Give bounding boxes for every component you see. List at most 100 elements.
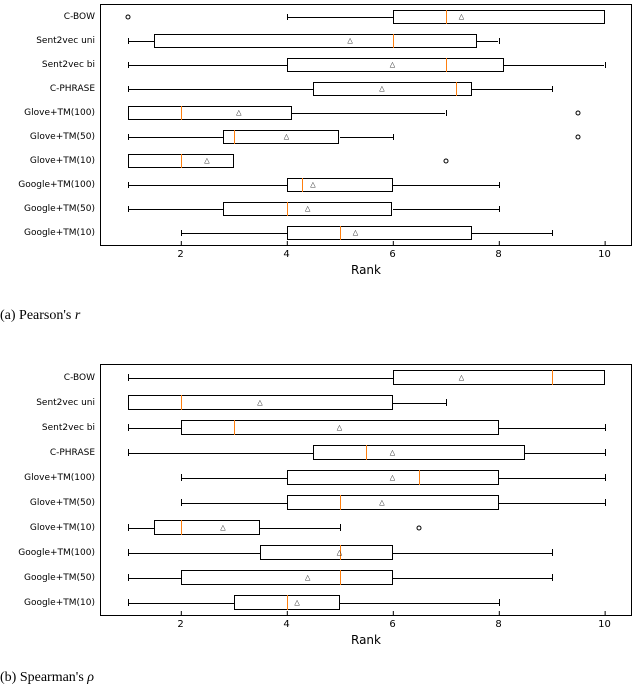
cap-high [393,134,394,141]
cap-high [552,230,553,237]
box [154,34,477,49]
median-line [340,570,341,586]
xtick: 10 [598,615,611,630]
cap-low [128,424,129,431]
whisker-high [393,578,552,579]
whisker-high [499,503,605,504]
box [393,10,605,25]
ylabel: Glove+TM(10) [30,156,101,166]
mean-marker: △ [459,374,464,381]
whisker-low [128,209,223,210]
whisker-low [128,553,261,554]
median-line [287,202,288,217]
xtick: 6 [389,615,395,630]
mean-marker: △ [390,474,395,481]
caption-symbol: ρ [87,670,94,685]
whisker-high [260,528,340,529]
cap-low [128,574,129,581]
mean-marker: △ [305,574,310,581]
ylabel: Sent2vec uni [36,36,101,46]
xtick: 4 [283,245,289,260]
cap-high [499,599,500,606]
whisker-low [128,185,287,186]
xlabel: Rank [351,245,381,277]
mean-marker: △ [220,524,225,531]
whisker-low [128,65,287,66]
whisker-high [472,89,552,90]
ylabel: Google+TM(50) [24,573,101,583]
cap-high [446,110,447,117]
median-line [419,470,420,486]
cap-high [605,424,606,431]
median-line [234,130,235,145]
box [393,370,605,386]
cap-high [499,206,500,213]
ylabel: C-PHRASE [50,448,101,458]
xtick: 8 [495,615,501,630]
mean-marker: △ [347,38,352,45]
plot-area-spearman: C-BOW△Sent2vec uni△Sent2vec bi△C-PHRASE△… [100,364,632,616]
median-line [552,370,553,386]
cap-low [128,374,129,381]
outlier-marker [443,159,448,164]
outlier-marker [417,525,422,530]
ylabel: C-PHRASE [50,84,101,94]
xtick: 4 [283,615,289,630]
whisker-low [128,578,181,579]
cap-high [340,524,341,531]
cap-high [605,499,606,506]
figure-root: C-BOW △ Sent2vec uni △ Sent2vec bi △ C-PHRASE △… [0,0,640,690]
caption-spearman: (b) Spearman's ρ [0,670,640,686]
cap-low [128,449,129,456]
cap-low [181,499,182,506]
box [313,82,472,97]
whisker-high [393,209,499,210]
whisker-high [499,428,605,429]
whisker-high [292,113,446,114]
ylabel: Glove+TM(10) [30,523,101,533]
cap-high [499,38,500,45]
caption-prefix: (a) Pearson's [0,308,75,323]
median-line [446,58,447,73]
mean-marker: △ [353,230,358,237]
mean-marker: △ [310,182,315,189]
mean-marker: △ [305,206,310,213]
box [287,226,473,241]
cap-high [552,549,553,556]
mean-marker: △ [257,399,262,406]
ylabel: Google+TM(10) [24,228,101,238]
ylabel: C-BOW [64,373,101,383]
whisker-low [181,503,287,504]
whisker-high [499,478,605,479]
whisker-low [128,378,393,379]
median-line [181,106,182,121]
box [287,495,499,511]
mean-marker: △ [379,86,384,93]
ylabel: Sent2vec uni [36,398,101,408]
cap-high [552,86,553,93]
ylabel: C-BOW [64,12,101,22]
caption-prefix: (b) Spearman's [0,670,87,685]
ylabel: Google+TM(50) [24,204,101,214]
cap-low [181,230,182,237]
median-line [287,595,288,611]
whisker-high [525,453,605,454]
cap-low [128,549,129,556]
cap-high [605,449,606,456]
ylabel: Google+TM(100) [18,548,101,558]
whisker-low [128,89,314,90]
mean-marker: △ [294,599,299,606]
whisker-high [340,137,393,138]
whisker-high [393,185,499,186]
cap-low [128,206,129,213]
ylabel: Glove+TM(50) [30,498,101,508]
outlier-marker [125,15,130,20]
mean-marker: △ [204,158,209,165]
cap-low [181,474,182,481]
cap-low [128,62,129,69]
mean-marker: △ [337,549,342,556]
mean-marker: △ [459,14,464,21]
ylabel: Sent2vec bi [42,60,101,70]
median-line [302,178,303,193]
whisker-low [181,233,287,234]
